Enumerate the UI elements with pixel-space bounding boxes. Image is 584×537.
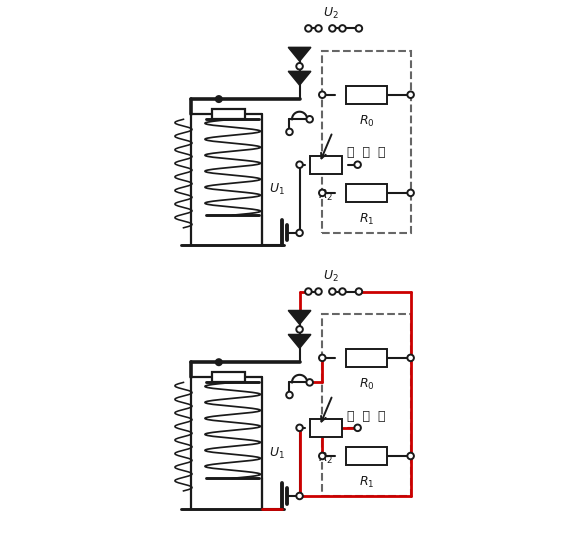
Circle shape xyxy=(286,128,293,135)
Text: $R_1$: $R_1$ xyxy=(359,475,374,490)
Circle shape xyxy=(307,379,313,386)
Bar xyxy=(213,109,245,119)
Circle shape xyxy=(319,91,325,98)
Circle shape xyxy=(319,190,325,196)
Text: $U_2$: $U_2$ xyxy=(323,269,339,284)
Circle shape xyxy=(319,354,325,361)
Circle shape xyxy=(315,25,322,32)
Circle shape xyxy=(329,25,336,32)
Circle shape xyxy=(215,359,222,365)
Bar xyxy=(346,447,387,465)
Polygon shape xyxy=(288,310,311,324)
Polygon shape xyxy=(288,71,311,85)
Text: $U_1$: $U_1$ xyxy=(269,183,285,198)
Circle shape xyxy=(296,229,303,236)
Bar xyxy=(346,86,387,104)
Bar xyxy=(322,51,411,233)
Circle shape xyxy=(408,190,414,196)
Circle shape xyxy=(408,453,414,459)
Circle shape xyxy=(296,326,303,333)
Bar xyxy=(346,184,387,202)
Bar xyxy=(310,419,342,437)
Circle shape xyxy=(319,453,325,459)
Text: $R_0$: $R_0$ xyxy=(359,377,374,392)
Bar xyxy=(213,372,245,382)
Circle shape xyxy=(408,354,414,361)
Bar xyxy=(322,314,411,496)
Circle shape xyxy=(296,63,303,70)
Bar xyxy=(310,156,342,173)
Text: $R_1$: $R_1$ xyxy=(359,212,374,227)
Circle shape xyxy=(305,25,312,32)
Bar xyxy=(346,349,387,367)
Polygon shape xyxy=(288,335,311,349)
Circle shape xyxy=(215,96,222,102)
Circle shape xyxy=(286,391,293,398)
Circle shape xyxy=(339,288,346,295)
Polygon shape xyxy=(288,47,311,61)
Circle shape xyxy=(354,162,361,168)
Circle shape xyxy=(354,425,361,431)
Circle shape xyxy=(296,425,303,431)
Circle shape xyxy=(356,288,362,295)
Circle shape xyxy=(305,288,312,295)
Circle shape xyxy=(329,288,336,295)
Circle shape xyxy=(307,116,313,122)
Text: $U_1$: $U_1$ xyxy=(269,446,285,461)
Circle shape xyxy=(296,162,303,168)
Text: 恒  温  箱: 恒 温 箱 xyxy=(347,147,385,159)
Text: $U_2$: $U_2$ xyxy=(323,6,339,21)
Text: $R_0$: $R_0$ xyxy=(359,114,374,129)
Circle shape xyxy=(408,91,414,98)
Text: 恒  温  箱: 恒 温 箱 xyxy=(347,410,385,423)
Circle shape xyxy=(356,25,362,32)
Text: $R_2$: $R_2$ xyxy=(318,451,333,466)
Circle shape xyxy=(296,492,303,499)
Circle shape xyxy=(339,25,346,32)
Text: $R_2$: $R_2$ xyxy=(318,187,333,202)
Circle shape xyxy=(315,288,322,295)
